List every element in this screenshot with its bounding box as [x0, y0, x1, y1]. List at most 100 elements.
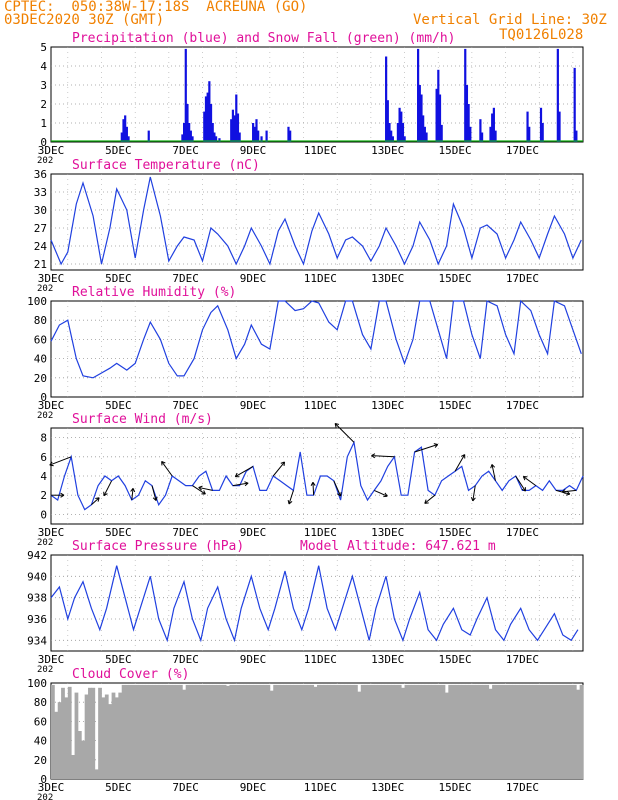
precip-bar: [191, 136, 194, 142]
precip-bar: [203, 111, 206, 142]
wind-arrow: [454, 454, 466, 472]
cloud-xtick-label: 13DEC: [371, 781, 404, 794]
cloud-bar: [175, 684, 180, 779]
cloud-bar: [579, 684, 584, 779]
header-date: 03DEC2020 30Z (GMT): [4, 12, 165, 28]
rh-ytick-label: 0: [40, 391, 47, 404]
wind-arrowhead: [198, 485, 203, 491]
cloud-bar: [562, 684, 567, 779]
wind-arrow: [235, 465, 254, 478]
cloud-bar: [293, 684, 298, 779]
wind-arrowhead: [103, 491, 108, 497]
precip-bar: [558, 111, 561, 142]
wind-arrow: [334, 423, 355, 443]
cloud-bar: [364, 684, 368, 779]
cloud-bar: [57, 702, 62, 779]
precip-bar: [257, 130, 260, 142]
rh-xtick-label: 9DEC: [240, 399, 267, 412]
cloud-bar: [572, 684, 577, 779]
cloud-bar: [249, 684, 254, 779]
pressure-xtick-label: 15DEC: [438, 653, 471, 666]
cloud-bar: [286, 684, 291, 779]
temp-series-line: [50, 176, 582, 266]
cloud-bar: [266, 684, 271, 779]
precip-bar: [465, 85, 469, 142]
cloud-bar: [172, 684, 176, 779]
cloud-bar: [492, 684, 496, 779]
cloud-bar: [448, 684, 453, 779]
cloud-bar: [522, 684, 527, 779]
cloud-bar: [465, 684, 469, 779]
cloud-bar: [269, 690, 274, 779]
temp-ytick-label: 24: [34, 240, 48, 253]
cloud-bar: [246, 684, 251, 779]
cloud-bar: [481, 684, 486, 779]
pressure-frame: [50, 554, 584, 652]
cloud-bar: [508, 684, 513, 779]
cloud-bar: [455, 684, 459, 779]
precip-bar: [218, 138, 221, 142]
temp-xtick-label: 3DEC: [38, 272, 65, 285]
cloud-bar: [535, 684, 540, 779]
cloud-bar: [569, 684, 574, 779]
precip-bar: [213, 132, 216, 142]
rh-ytick-label: 20: [34, 372, 47, 385]
cloud-bar: [407, 684, 412, 779]
cloud-bar: [303, 684, 308, 779]
precip-year-fragment: 202: [37, 156, 53, 166]
cloud-bar: [145, 684, 150, 779]
pressure-series-line: [50, 565, 579, 643]
temp-ytick-label: 27: [34, 222, 47, 235]
rh-panel: [50, 299, 584, 398]
cloud-bar: [165, 684, 170, 779]
cloud-bar: [84, 694, 89, 779]
cloud-bar: [320, 684, 325, 779]
precip-bar: [403, 136, 406, 142]
precip-bar: [435, 88, 438, 142]
wind-arrowhead: [201, 490, 206, 495]
precip-ytick-label: 5: [40, 41, 47, 54]
rh-xtick-label: 7DEC: [172, 399, 199, 412]
cloud-bar: [222, 684, 227, 779]
cloud-bar: [431, 684, 436, 779]
wind-arrowhead: [244, 481, 249, 487]
wind-arrowhead: [152, 496, 158, 501]
precip-bar: [233, 115, 236, 142]
temp-xtick-label: 9DEC: [240, 272, 267, 285]
cloud-bar: [242, 684, 247, 779]
cloud-ytick-label: 80: [34, 696, 47, 709]
rh-xtick-label: 17DEC: [506, 399, 539, 412]
cloud-bar: [384, 684, 389, 779]
precip-bar: [255, 119, 258, 142]
cloud-bar: [505, 684, 510, 779]
precip-bar: [231, 109, 235, 142]
cloud-bar: [394, 684, 399, 779]
rh-frame: [50, 300, 584, 398]
cloud-xtick-label: 5DEC: [105, 781, 132, 794]
precip-bar: [188, 123, 191, 142]
rh-ytick-label: 60: [34, 333, 47, 346]
precip-bar: [398, 107, 401, 142]
cloud-bar: [88, 687, 92, 779]
wind-arrow: [374, 489, 388, 497]
pressure-ytick-label: 938: [27, 592, 47, 605]
pressure-panel: [50, 554, 584, 652]
cloud-bar: [556, 684, 560, 779]
cloud-bar: [158, 684, 163, 779]
precip-xtick-label: 9DEC: [240, 144, 267, 157]
precip-bar: [385, 56, 388, 142]
precip-bar: [401, 123, 405, 142]
wind-xtick-label: 3DEC: [38, 526, 65, 539]
pressure-xtick-label: 7DEC: [172, 653, 199, 666]
cloud-bar: [296, 684, 301, 779]
wind-arrowhead: [470, 497, 476, 502]
wind-arrow: [198, 486, 213, 491]
cloud-bar: [337, 684, 341, 779]
wind-arrow: [91, 497, 100, 506]
precip-bar: [186, 104, 189, 142]
precip-bar: [573, 67, 576, 142]
cloud-bar: [374, 684, 379, 779]
wind-ytick-label: 2: [40, 489, 47, 502]
precip-ytick-label: 2: [40, 98, 47, 111]
